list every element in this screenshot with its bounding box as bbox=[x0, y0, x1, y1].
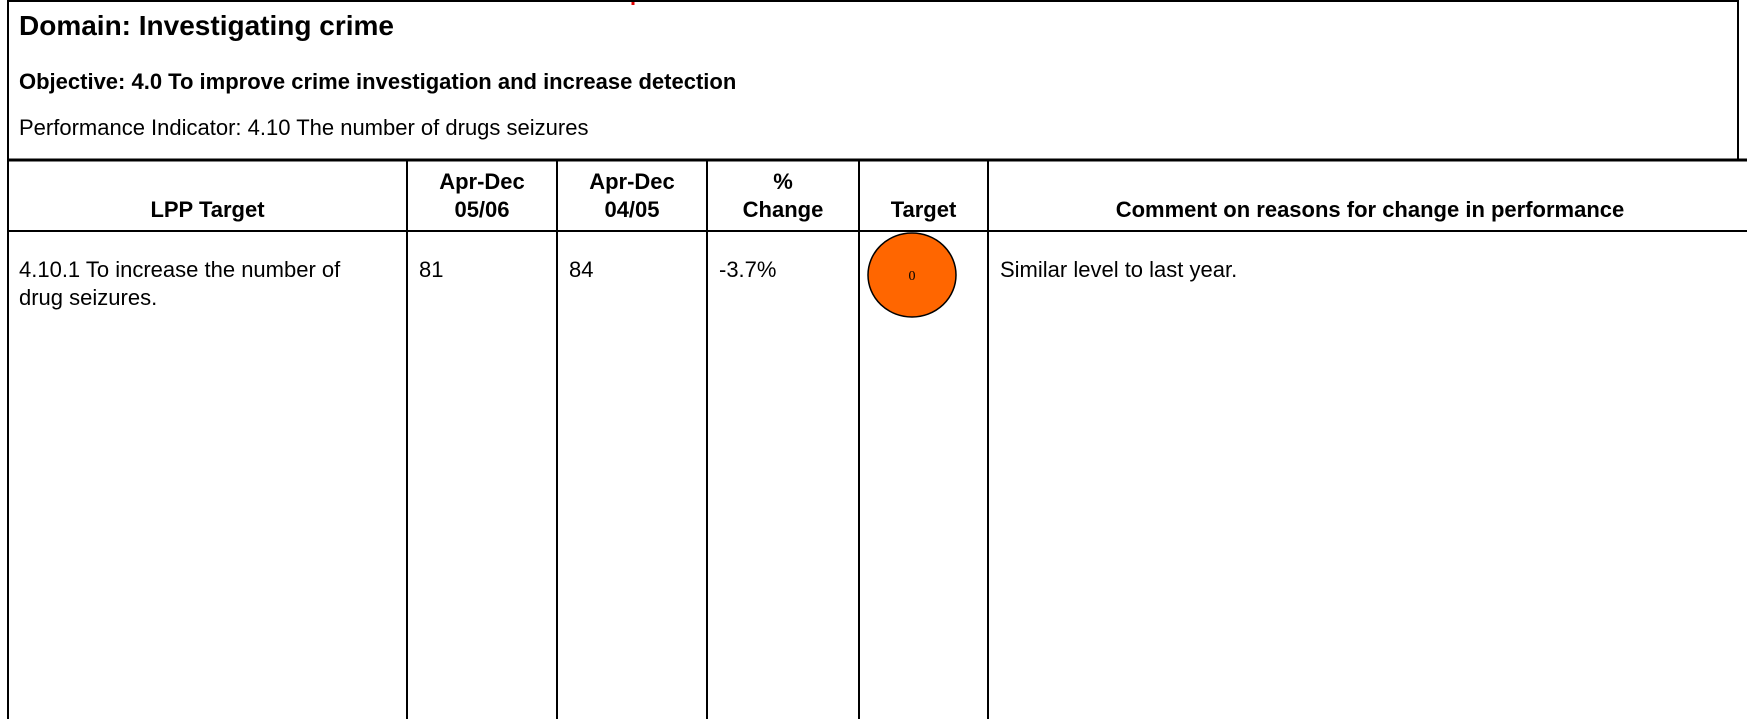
cell-comment: Similar level to last year. bbox=[1000, 257, 1238, 282]
cell-value: 81 bbox=[419, 257, 444, 282]
objective: Objective: 4.0 To improve crime investig… bbox=[19, 69, 737, 94]
column-header: Comment on reasons for change in perform… bbox=[1115, 197, 1625, 222]
domain-title: Domain: Investigating crime bbox=[19, 10, 394, 41]
column-header: Target bbox=[890, 197, 957, 222]
cell-value: 84 bbox=[569, 257, 594, 282]
column-header: Apr-Dec 05/06 bbox=[439, 169, 525, 222]
column-header: LPP Target bbox=[150, 197, 265, 222]
status-value: 0 bbox=[909, 269, 916, 284]
cell-change: -3.7% bbox=[719, 257, 777, 282]
status-circle bbox=[867, 232, 957, 318]
indicator: Performance Indicator: 4.10 The number o… bbox=[19, 115, 589, 140]
cell-target: 4.10.1 To increase the number of drug se… bbox=[19, 257, 341, 310]
column-header: % Change bbox=[742, 169, 824, 222]
column-header: Apr-Dec 04/05 bbox=[589, 169, 675, 222]
